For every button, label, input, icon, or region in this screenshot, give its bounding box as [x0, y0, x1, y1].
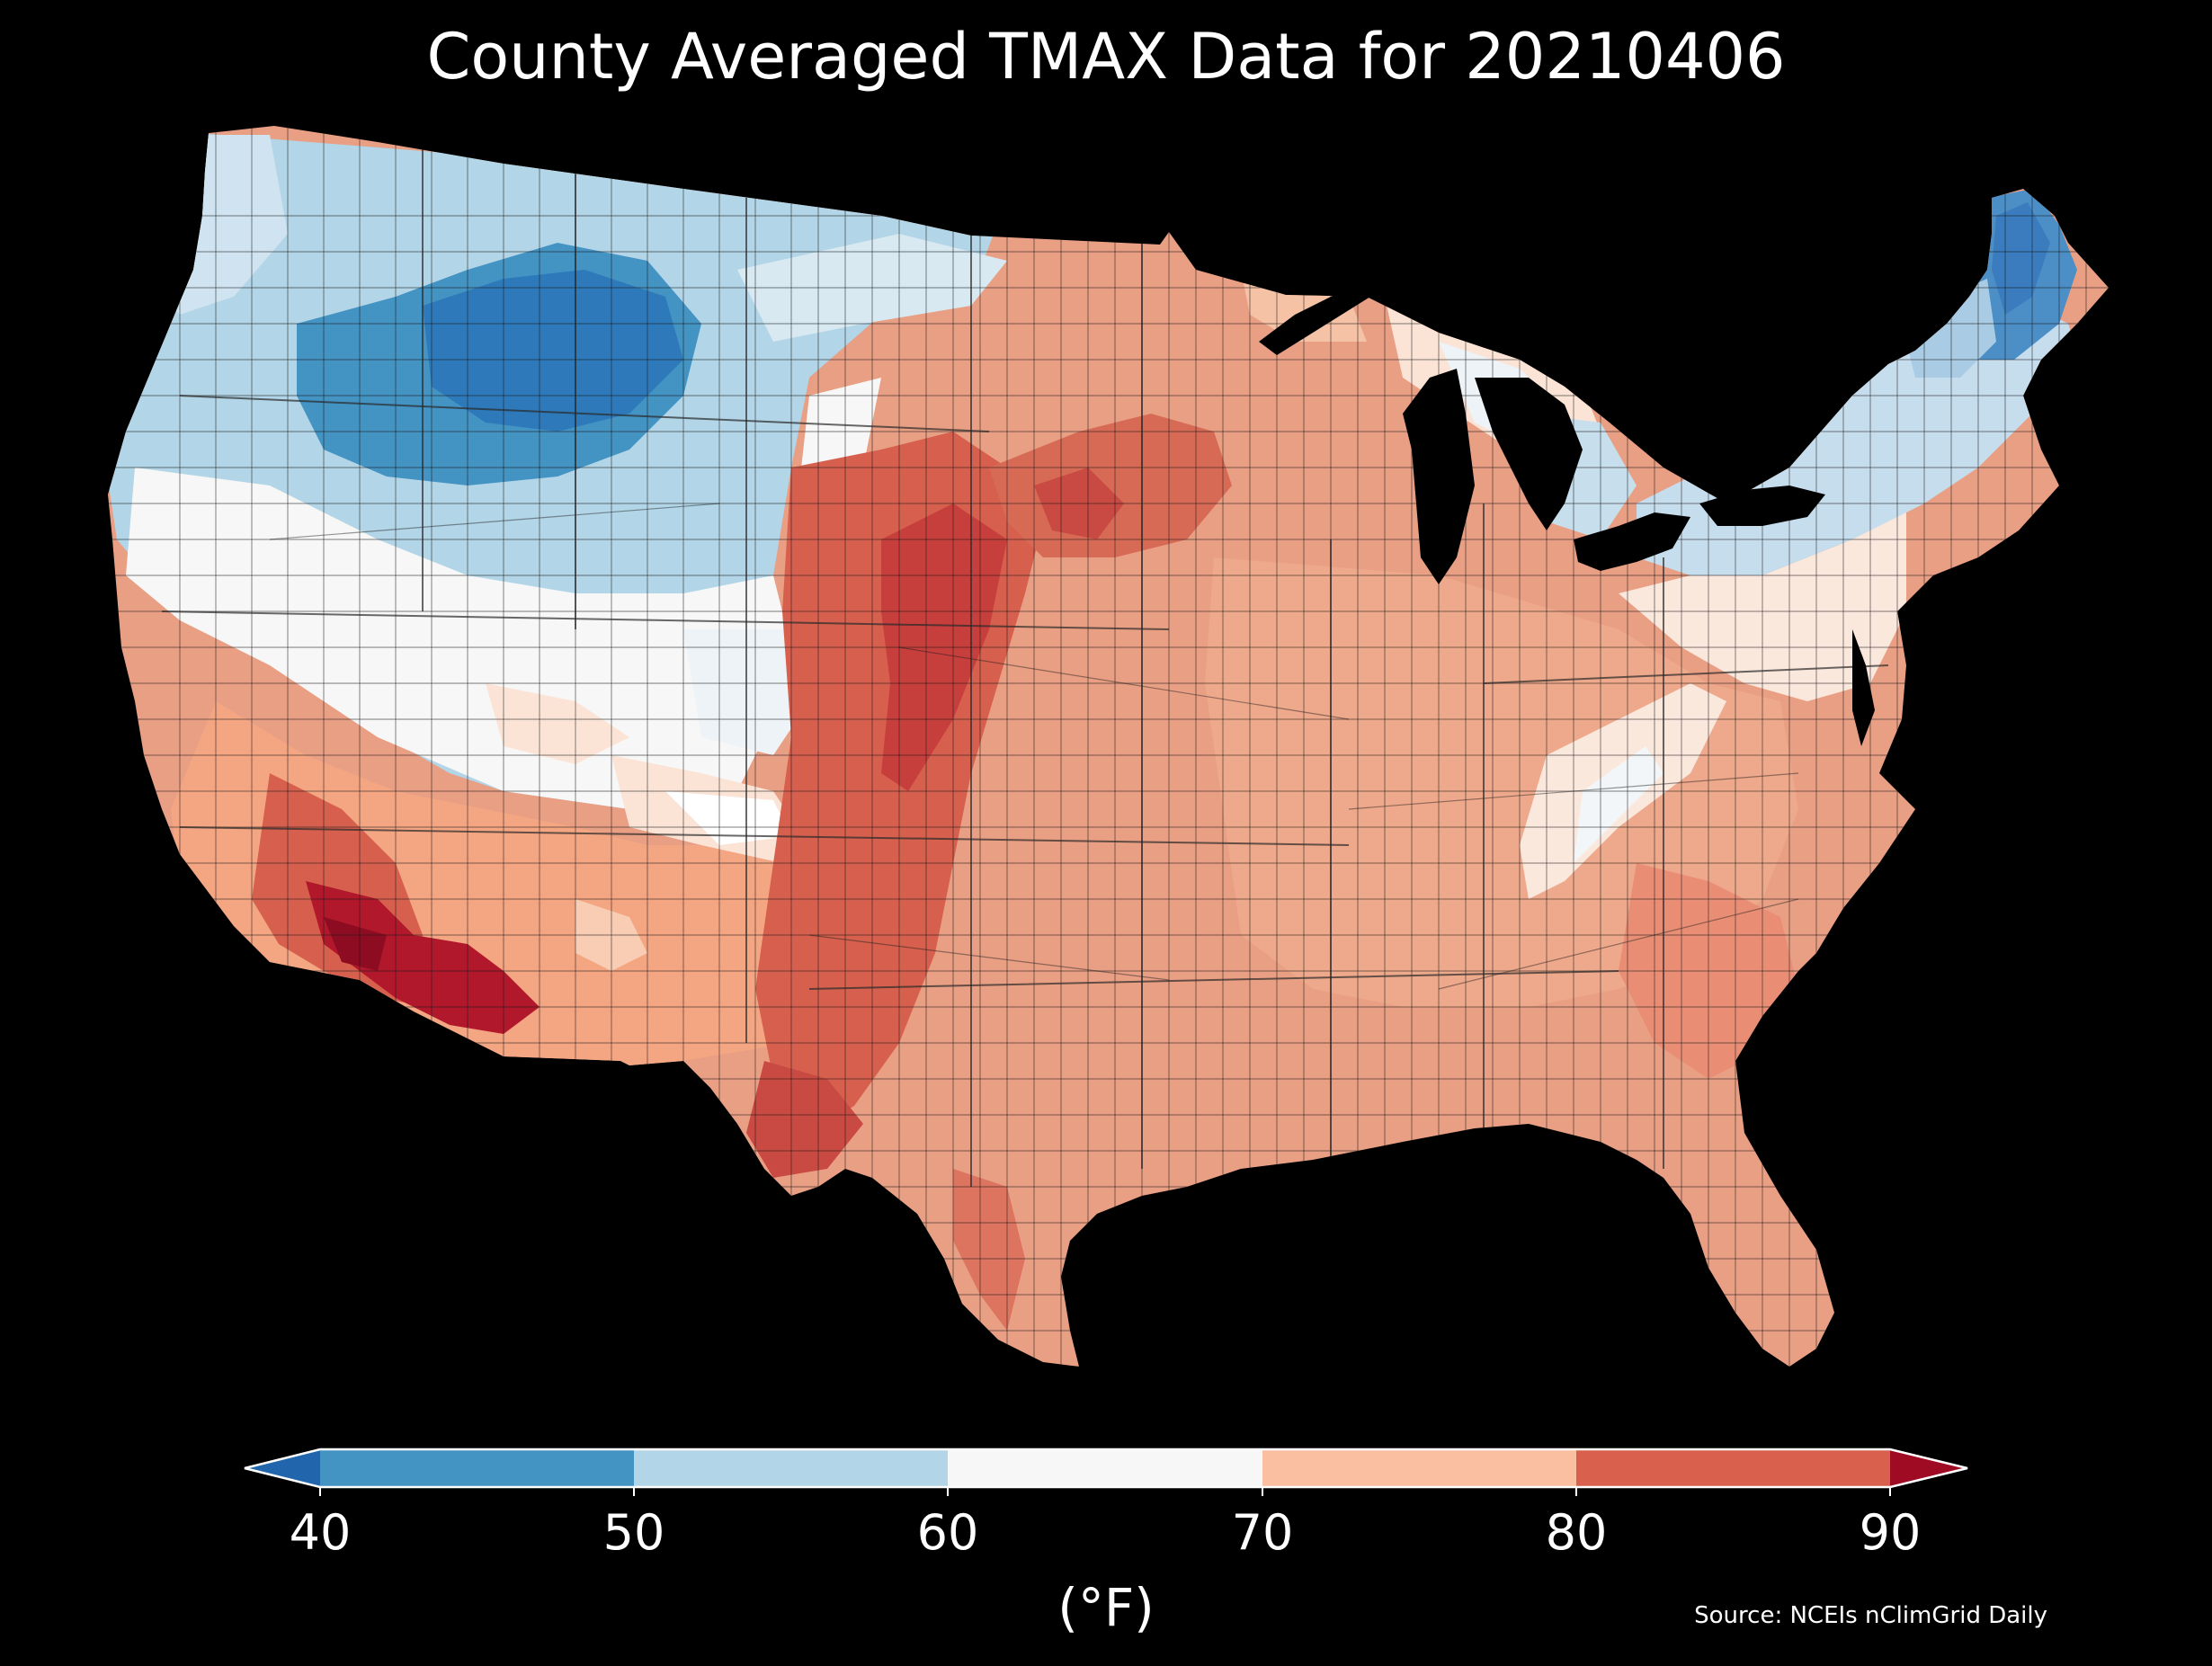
- colorbar-high-extension: [1890, 1449, 1967, 1487]
- conus-temperature-map: [108, 126, 2109, 1367]
- colorbar-tick-label-80: 80: [1545, 1504, 1608, 1561]
- colorbar-bin-60-70: [948, 1449, 1262, 1487]
- colorbar-tick-label-70: 70: [1231, 1504, 1294, 1561]
- colorbar-tick-label-40: 40: [289, 1504, 352, 1561]
- chesapeake-bay: [1852, 629, 1875, 746]
- state-boundaries: [161, 135, 1889, 1187]
- colorbar-bin-40-50: [320, 1449, 634, 1487]
- colorbar-bin-80-90: [1576, 1449, 1890, 1487]
- colorbar-low-extension: [245, 1449, 320, 1487]
- colorbar-bin-50-60: [634, 1449, 948, 1487]
- colorbar-units-label: (°F): [1057, 1577, 1155, 1638]
- county-boundaries: [108, 126, 2109, 1367]
- map-title: County Averaged TMAX Data for 20210406: [426, 20, 1786, 94]
- colorbar: [244, 1448, 1968, 1496]
- colorbar-bin-70-80: [1262, 1449, 1576, 1487]
- source-credit: Source: NCEIs nClimGrid Daily: [1694, 1602, 2047, 1629]
- great-lakes: [1259, 279, 1825, 584]
- colorbar-tick-label-60: 60: [916, 1504, 979, 1561]
- colorbar-tick-label-90: 90: [1859, 1504, 1922, 1561]
- colorbar-tick-label-50: 50: [602, 1504, 665, 1561]
- colorbar-ticks: [319, 1487, 1891, 1496]
